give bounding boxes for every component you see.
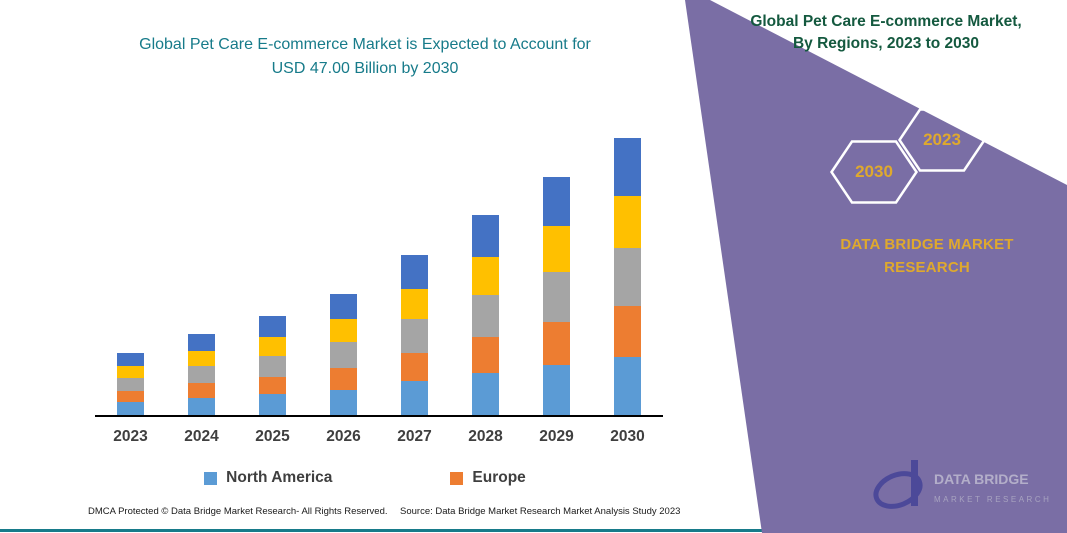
segment-North America <box>614 356 641 415</box>
segment-unlabeled-series-gray <box>614 248 641 307</box>
x-tick-2023: 2023 <box>113 428 148 445</box>
legend: North America Europe <box>75 469 655 487</box>
segment-Europe <box>259 376 286 395</box>
segment-Europe <box>330 367 357 390</box>
segment-unlabeled-series-darkblue <box>543 177 570 227</box>
segment-Europe <box>614 306 641 357</box>
segment-unlabeled-series-darkblue <box>188 333 215 351</box>
legend-swatch <box>450 471 464 485</box>
bar-2030 <box>592 120 663 415</box>
segment-unlabeled-series-yellow <box>259 337 286 356</box>
stacked-bar-2027 <box>401 255 428 415</box>
year-badge-2030-label: 2030 <box>855 162 893 181</box>
bottom-accent-line <box>0 529 1067 532</box>
x-axis-labels: 2023 2024 2025 2026 2027 2028 2029 2030 <box>95 428 663 446</box>
brand-line1: DATA BRIDGE MARKET <box>840 236 1014 253</box>
watermark-text-line2: MARKET RESEARCH <box>934 495 1051 504</box>
legend-swatch <box>204 471 218 485</box>
panel-title-line2: By Regions, 2023 to 2030 <box>792 34 980 52</box>
segment-unlabeled-series-darkblue <box>401 255 428 289</box>
stacked-bar-2023 <box>117 353 144 415</box>
stacked-bar-2026 <box>330 294 357 415</box>
segment-unlabeled-series-darkblue <box>259 316 286 338</box>
segment-unlabeled-series-yellow <box>188 350 215 367</box>
segment-unlabeled-series-gray <box>259 355 286 377</box>
hexagon-outline-icon <box>898 108 986 172</box>
segment-Europe <box>401 352 428 382</box>
segment-unlabeled-series-yellow <box>401 288 428 319</box>
panel-title: Global Pet Care E-commerce Market, By Re… <box>721 11 1051 54</box>
segment-North America <box>259 394 286 415</box>
segment-Europe <box>543 321 570 365</box>
segment-North America <box>188 397 215 415</box>
chart-title: Global Pet Care E-commerce Market is Exp… <box>58 33 672 81</box>
x-tick-2026: 2026 <box>326 428 361 445</box>
brand-name: DATA BRIDGE MARKET RESEARCH <box>818 233 1036 280</box>
year-badge-2023: 2023 <box>898 108 986 172</box>
dmca-text: DMCA Protected © Data Bridge Market Rese… <box>88 506 388 517</box>
legend-item-north-america: North America <box>204 469 332 487</box>
segment-unlabeled-series-darkblue <box>117 353 144 367</box>
x-tick-2025: 2025 <box>255 428 290 445</box>
stacked-bar-2030 <box>614 137 641 415</box>
segment-North America <box>472 373 499 415</box>
segment-unlabeled-series-yellow <box>330 319 357 343</box>
x-tick-2030: 2030 <box>610 428 645 445</box>
legend-label: North America <box>226 469 333 486</box>
dbmr-logo-icon: DATA BRIDGE MARKET RESEARCH <box>873 460 1051 509</box>
segment-unlabeled-series-darkblue <box>330 294 357 320</box>
bar-2023 <box>95 120 166 415</box>
x-tick-2029: 2029 <box>539 428 574 445</box>
segment-Europe <box>117 390 144 402</box>
segment-Europe <box>472 337 499 374</box>
segment-North America <box>330 389 357 415</box>
brand-line2: RESEARCH <box>884 259 970 277</box>
segment-North America <box>401 381 428 415</box>
segment-unlabeled-series-yellow <box>117 366 144 378</box>
chart-title-line2: USD 47.00 Billion by 2030 <box>271 60 459 77</box>
bars-area <box>95 120 663 415</box>
segment-unlabeled-series-yellow <box>472 256 499 296</box>
panel-title-line1: Global Pet Care E-commerce Market, <box>750 13 1022 30</box>
segment-North America <box>117 402 144 415</box>
segment-unlabeled-series-gray <box>117 377 144 391</box>
bar-2029 <box>521 120 592 415</box>
stacked-bar-2029 <box>543 177 570 415</box>
bar-2027 <box>379 120 450 415</box>
segment-unlabeled-series-darkblue <box>472 214 499 257</box>
hexagon-outline-icon <box>830 140 918 204</box>
segment-unlabeled-series-gray <box>401 318 428 353</box>
stacked-bar-2028 <box>472 214 499 415</box>
segment-unlabeled-series-yellow <box>614 195 641 249</box>
chart-title-line1: Global Pet Care E-commerce Market is Exp… <box>139 36 591 53</box>
bar-chart-plot <box>95 118 663 417</box>
legend-item-europe: Europe <box>450 469 526 487</box>
segment-Europe <box>188 383 215 398</box>
segment-unlabeled-series-gray <box>188 366 215 384</box>
segment-unlabeled-series-darkblue <box>614 137 641 196</box>
stacked-bar-2025 <box>259 316 286 415</box>
stacked-bar-2024 <box>188 333 215 415</box>
x-tick-2024: 2024 <box>184 428 219 445</box>
segment-unlabeled-series-gray <box>330 342 357 368</box>
segment-unlabeled-series-gray <box>472 295 499 338</box>
bar-2028 <box>450 120 521 415</box>
dbmr-logo-watermark: DATA BRIDGE MARKET RESEARCH <box>866 450 1061 525</box>
bar-2026 <box>308 120 379 415</box>
segment-unlabeled-series-gray <box>543 271 570 322</box>
legend-label: Europe <box>472 469 526 486</box>
year-badge-2030: 2030 <box>830 140 918 204</box>
x-tick-2027: 2027 <box>397 428 432 445</box>
year-badge-2023-label: 2023 <box>923 130 961 149</box>
x-tick-2028: 2028 <box>468 428 503 445</box>
source-text: Source: Data Bridge Market Research Mark… <box>400 506 681 517</box>
watermark-text-line1: DATA BRIDGE <box>934 471 1029 487</box>
segment-unlabeled-series-yellow <box>543 226 570 272</box>
segment-North America <box>543 364 570 415</box>
bar-2024 <box>166 120 237 415</box>
bar-2025 <box>237 120 308 415</box>
